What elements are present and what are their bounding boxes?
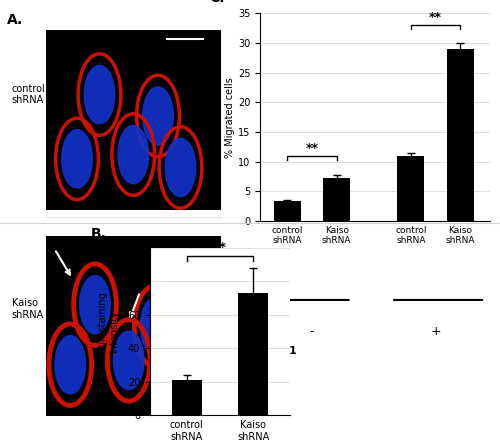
Bar xyxy=(446,49,474,221)
Text: SDF-1: SDF-1 xyxy=(260,346,297,356)
Text: **: ** xyxy=(429,11,442,24)
Bar xyxy=(398,156,424,221)
Circle shape xyxy=(80,275,110,334)
Text: C.: C. xyxy=(210,0,225,5)
Bar xyxy=(238,293,268,415)
Text: Kaiso
shRNA: Kaiso shRNA xyxy=(12,298,44,320)
Y-axis label: F- actin staining
intensity: F- actin staining intensity xyxy=(98,292,119,371)
Text: A.: A. xyxy=(7,13,24,27)
Circle shape xyxy=(165,340,196,398)
Circle shape xyxy=(84,65,115,124)
Circle shape xyxy=(118,126,148,184)
Text: +: + xyxy=(430,325,441,338)
Circle shape xyxy=(165,138,196,197)
Circle shape xyxy=(114,331,144,389)
Circle shape xyxy=(55,335,86,394)
Bar xyxy=(46,30,221,210)
Text: **: ** xyxy=(214,241,226,254)
Bar xyxy=(274,202,301,221)
Text: 10um: 10um xyxy=(174,21,196,30)
Text: -: - xyxy=(310,325,314,338)
Text: **: ** xyxy=(306,141,318,155)
Bar xyxy=(172,380,202,415)
Bar xyxy=(46,236,221,416)
Text: control
shRNA: control shRNA xyxy=(12,84,46,105)
Circle shape xyxy=(62,130,92,188)
Y-axis label: % Migrated cells: % Migrated cells xyxy=(225,77,235,157)
Bar xyxy=(323,178,350,221)
Circle shape xyxy=(140,297,171,355)
Circle shape xyxy=(142,87,174,145)
Text: B.: B. xyxy=(91,227,107,241)
